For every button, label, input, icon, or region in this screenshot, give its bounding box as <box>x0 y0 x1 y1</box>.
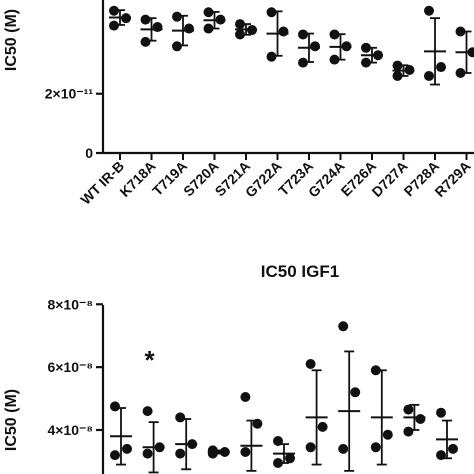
x-category-label: G724A <box>305 158 348 201</box>
data-point <box>175 448 186 459</box>
data-point <box>140 36 151 47</box>
data-point <box>247 25 257 36</box>
data-point <box>266 7 277 18</box>
data-point <box>110 401 120 412</box>
data-point <box>467 47 474 58</box>
data-point <box>361 57 371 68</box>
panel-bottom-ic50-igf1-chart: IC50 IGF1 IC50 (M) 4×10⁻⁸ 6×10⁻⁸ 8×10⁻⁸ * <box>3 262 458 474</box>
data-point <box>317 421 328 432</box>
x-category-label: R729A <box>431 158 473 200</box>
data-point <box>310 41 320 52</box>
x-category-label: WT IR-B <box>77 158 127 208</box>
data-point <box>172 41 182 52</box>
data-point <box>361 42 371 53</box>
data-point <box>455 67 466 78</box>
data-point <box>338 443 349 454</box>
data-point <box>235 19 245 30</box>
y-tick-label: 6×10⁻⁸ <box>47 359 93 375</box>
data-point <box>338 321 349 332</box>
data-point <box>436 407 446 418</box>
data-point <box>298 57 308 68</box>
data-point <box>329 29 340 40</box>
data-point <box>184 23 194 34</box>
y-tick-label: 0 <box>85 145 93 161</box>
data-point <box>370 365 381 376</box>
data-point <box>154 442 165 453</box>
x-category-label: G722A <box>242 158 285 201</box>
data-point <box>219 447 230 457</box>
y-axis-label: IC50 (M) <box>3 389 20 451</box>
y-tick-label: 8×10⁻⁸ <box>47 296 93 312</box>
data-point <box>152 22 163 33</box>
data-point <box>424 5 434 16</box>
data-point <box>175 412 186 423</box>
data-point <box>215 14 226 25</box>
data-point <box>415 414 426 424</box>
data-point <box>109 5 119 16</box>
data-point <box>424 70 434 81</box>
data-point <box>142 448 153 459</box>
data-point <box>203 23 214 34</box>
data-point <box>109 20 119 31</box>
data-point <box>187 439 198 450</box>
data-point <box>140 14 151 25</box>
data-point <box>142 406 153 417</box>
data-point <box>121 13 131 24</box>
data-point <box>252 418 263 429</box>
data-point <box>455 26 466 37</box>
data-point <box>305 359 316 369</box>
data-point <box>392 60 403 71</box>
data-point <box>207 448 218 459</box>
data-point <box>305 442 316 453</box>
data-point <box>278 26 289 37</box>
data-point <box>172 11 182 22</box>
data-point <box>373 50 383 61</box>
data-point <box>350 387 361 398</box>
y-tick-label: 2×10⁻¹¹ <box>45 86 94 102</box>
data-point <box>110 450 120 461</box>
data-point <box>298 29 308 40</box>
data-point <box>404 65 415 76</box>
chart-title: IC50 IGF1 <box>261 262 339 281</box>
data-point <box>341 41 352 52</box>
x-category-label: K718A <box>116 158 158 200</box>
data-point <box>403 426 414 437</box>
data-point <box>273 458 283 468</box>
y-axis-label: IC50 (M) <box>3 9 20 71</box>
data-point <box>370 442 381 453</box>
data-point <box>403 404 414 415</box>
data-point <box>436 62 446 73</box>
data-point <box>235 29 245 40</box>
data-point <box>448 443 458 454</box>
significance-annotation: * <box>145 345 156 375</box>
data-point <box>392 70 403 81</box>
data-point <box>122 443 132 454</box>
data-point <box>266 51 277 62</box>
data-point <box>285 453 295 464</box>
data-point <box>203 7 214 18</box>
data-point <box>273 436 283 446</box>
x-category-label: D727A <box>368 158 410 200</box>
data-point <box>382 429 393 440</box>
data-point <box>329 54 340 65</box>
data-point <box>436 450 446 461</box>
data-point <box>240 447 251 457</box>
y-tick-label: 4×10⁻⁸ <box>47 422 93 438</box>
data-point <box>240 392 251 402</box>
